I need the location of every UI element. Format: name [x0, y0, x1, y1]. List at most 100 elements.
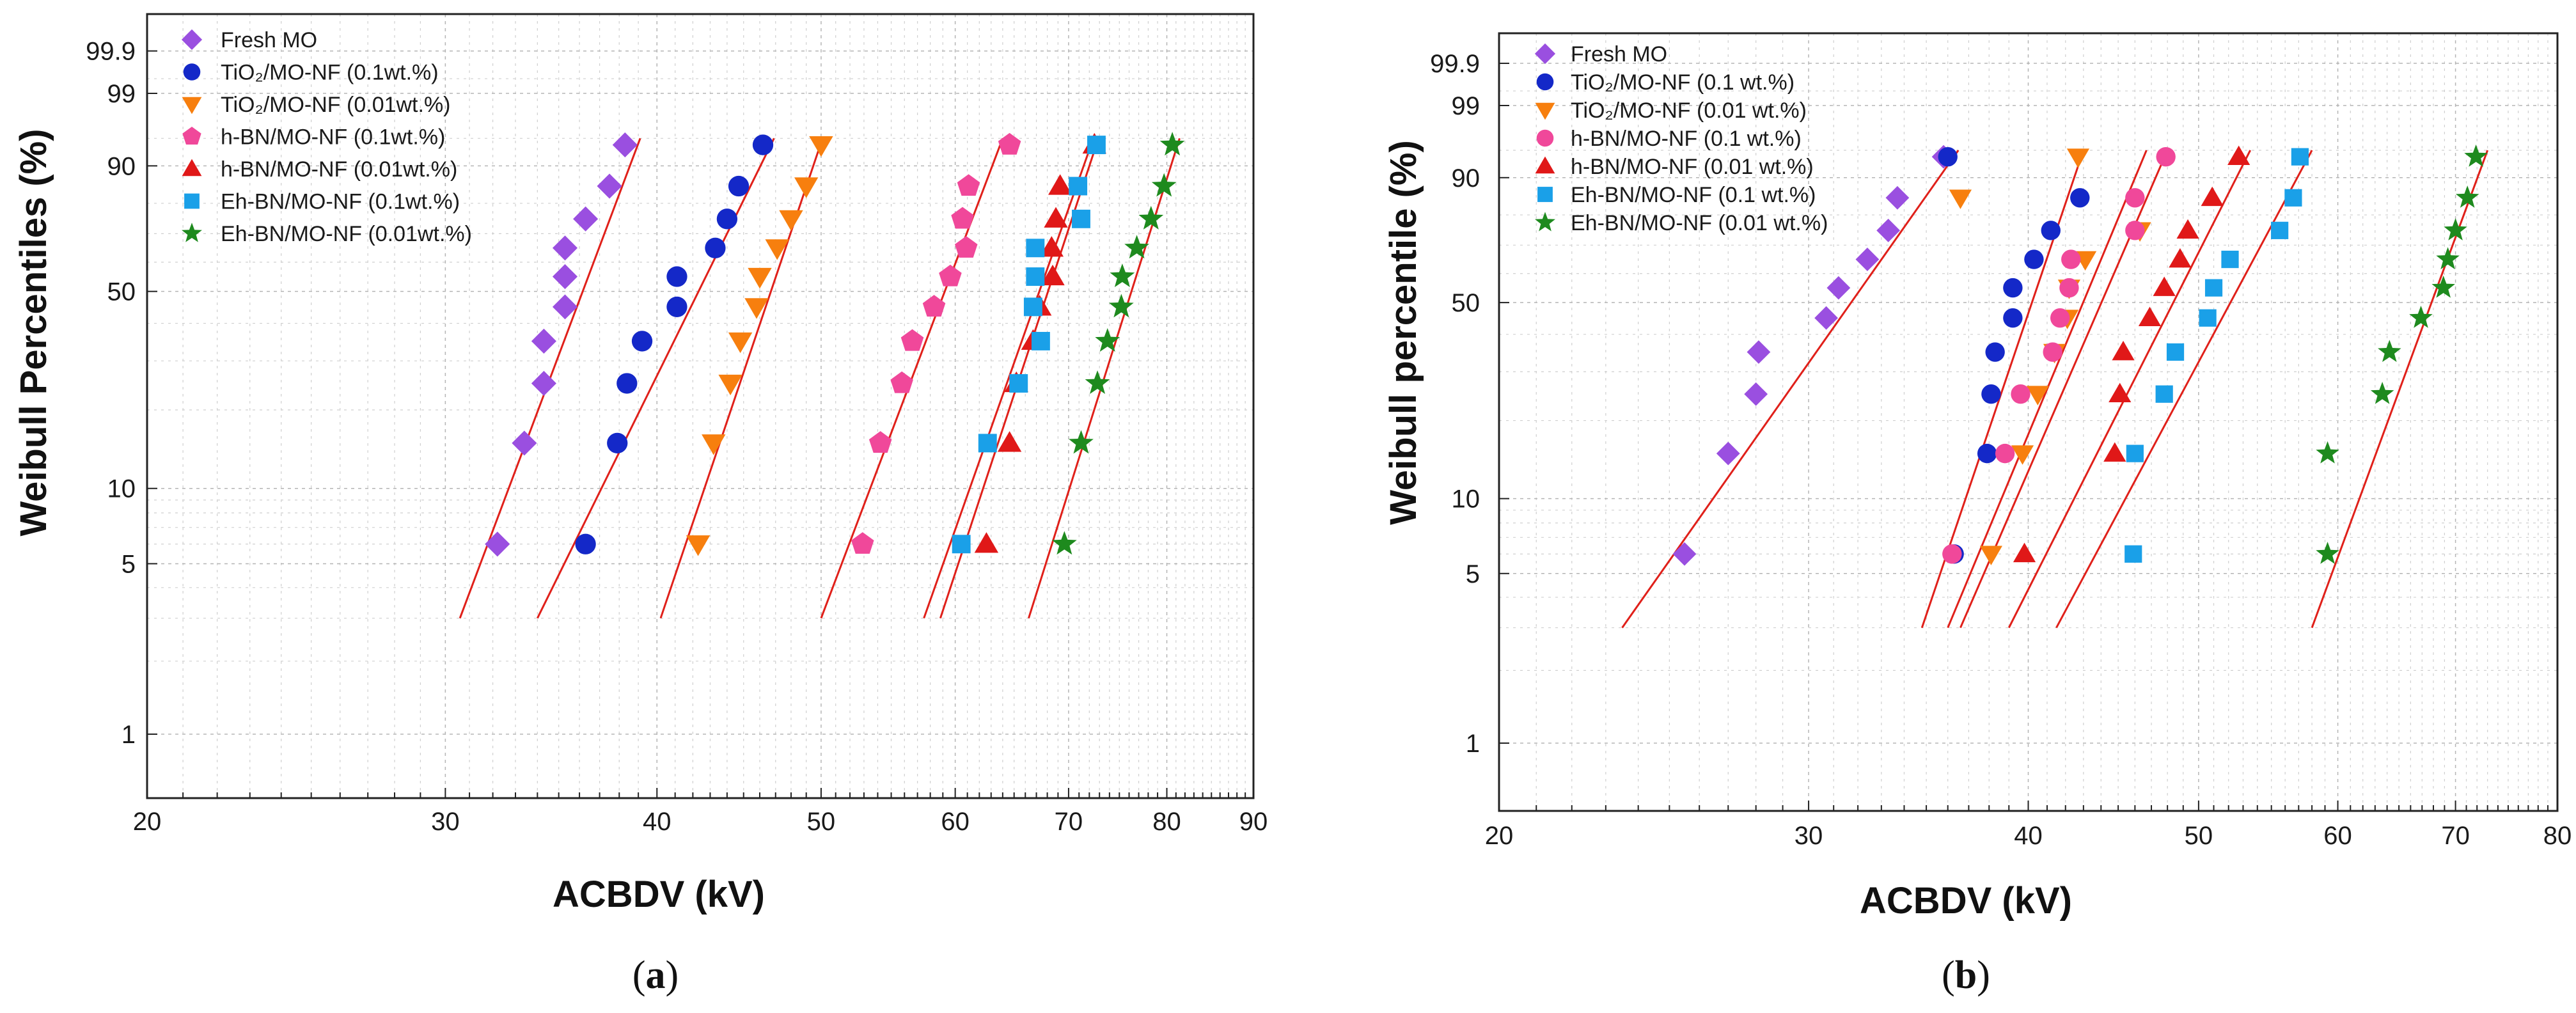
chart-a-fit-line-4 [820, 137, 1004, 619]
chart-a-point [631, 331, 653, 352]
chart-b-point [2271, 221, 2289, 239]
chart-b-point [2061, 249, 2081, 269]
chart-a-point [552, 294, 578, 320]
chart-b-point [2013, 542, 2036, 563]
chart-a-point [939, 264, 962, 287]
chart-a-point [1138, 205, 1164, 230]
chart-a-legend-marker [182, 127, 201, 145]
chart-a-point [954, 236, 978, 258]
chart-b-y-tick-label: 1 [1466, 730, 1480, 758]
chart-b-point [1744, 382, 1768, 406]
chart-a-point [922, 295, 946, 317]
chart-b-y-axis-title: Weibull percentile (%) [1383, 140, 1424, 525]
chart-b-point [2125, 221, 2145, 240]
chart-a-point [890, 371, 913, 393]
chart-b-x-tick-label: 40 [2014, 822, 2043, 850]
chart-a-point [748, 267, 772, 289]
chart-a-point [868, 431, 892, 453]
chart-b-fit-line-6 [2055, 150, 2313, 629]
chart-a-point [1085, 370, 1110, 394]
chart-a-point [716, 208, 738, 230]
chart-a-point [597, 173, 622, 199]
chart-b-point [2155, 385, 2173, 403]
chart-a-point [612, 132, 638, 158]
chart-b-point [2043, 342, 2062, 362]
chart-a-point [575, 533, 596, 554]
chart-b-y-tick-label: 10 [1452, 485, 1480, 514]
chart-a-legend-label: TiO₂/MO-NF (0.01wt.%) [221, 93, 451, 117]
chart-a-point [1124, 235, 1149, 259]
chart-b-point [1977, 443, 1997, 464]
chart-b-point [2221, 250, 2239, 269]
chart-a-point [1023, 297, 1042, 317]
chart-b-point [1938, 146, 1958, 167]
chart-b-legend-label: TiO₂/MO-NF (0.01 wt.%) [1571, 98, 1807, 123]
chart-b-point [2011, 445, 2034, 465]
chart-b-point [1672, 542, 1697, 566]
chart-a-ticks: 20 30 40 50 60 70 80 90 1 5 10 50 90 99 99.9 [86, 38, 1268, 836]
chart-b-point [2103, 442, 2126, 462]
chart-a-legend-marker [184, 193, 200, 209]
chart-a-point [666, 296, 687, 318]
chart-b-y-tick-label: 90 [1452, 164, 1480, 192]
chart-a-point [531, 328, 556, 354]
chart-b-legend-label: Eh-BN/MO-NF (0.1 wt.%) [1571, 183, 1816, 207]
chart-b-point [1716, 441, 1740, 466]
chart-a-y-tick-label: 10 [107, 475, 136, 503]
chart-b-legend: Fresh MO TiO₂/MO-NF (0.1 wt.%) TiO₂/MO-NF … [1534, 42, 1828, 235]
chart-b-point [2227, 145, 2250, 165]
chart-b-point [2156, 146, 2176, 167]
chart-a-legend: Fresh MO TiO₂/MO-NF (0.1wt.%) TiO₂/MO-NF (… [181, 28, 472, 246]
chart-b-fit-line-7 [2311, 150, 2489, 629]
chart-b-legend-label: h-BN/MO-NF (0.01 wt.%) [1571, 155, 1814, 179]
chart-b-point [2169, 247, 2192, 268]
chart-b-legend-label: Fresh MO [1571, 42, 1667, 67]
chart-b-series-6 [2124, 148, 2309, 563]
chart-a-point [1108, 294, 1134, 318]
chart-b-point [2026, 386, 2049, 405]
chart-a-point [552, 235, 578, 261]
chart-a-legend-marker [181, 29, 203, 51]
chart-a-y-tick-label: 5 [122, 550, 136, 578]
chart-b-point [2316, 542, 2339, 564]
chart-b-point [2201, 186, 2224, 207]
chart-a-y-tick-label: 99.9 [86, 38, 136, 66]
chart-a-point [1110, 263, 1135, 288]
chart-b-legend-marker [1535, 102, 1555, 120]
chart-a-legend-label: Eh-BN/MO-NF (0.1wt.%) [221, 190, 460, 214]
chart-a-point [531, 370, 556, 397]
chart-b-point [1747, 340, 1771, 364]
chart-a-point [728, 332, 753, 354]
chart-a-plot-frame [146, 13, 1255, 799]
chart-a-y-tick-label: 50 [107, 278, 136, 306]
chart-b-point [2066, 148, 2090, 168]
chart-a-panel-label: (a) [632, 954, 679, 997]
chart-b-point [2316, 441, 2339, 464]
chart-a-y-tick-label: 99 [107, 80, 136, 108]
chart-a-point [1009, 374, 1028, 393]
chart-a-point [718, 374, 742, 396]
chart-b-legend-marker [1537, 187, 1553, 202]
chart-b-point [2291, 148, 2309, 166]
chart-b-legend-marker [1535, 212, 1555, 232]
chart-a-point [1069, 177, 1088, 196]
chart-a-point [900, 329, 924, 351]
chart-b-point [2011, 384, 2030, 404]
chart-b-fit-line-5 [2007, 150, 2252, 629]
chart-b-point [2455, 185, 2479, 208]
chart-a-point [1095, 328, 1120, 352]
chart-a-point [1026, 267, 1045, 286]
chart-b-point [2431, 275, 2455, 298]
chart-a-gridlines [146, 14, 1254, 798]
chart-a-series-4 [851, 132, 1021, 554]
chart-b-point [2166, 343, 2185, 361]
chart-b-y-tick-label: 99.9 [1430, 50, 1480, 78]
chart-a-point [1051, 531, 1077, 555]
chart-b-point [2003, 278, 2023, 298]
chart-a-legend-marker [183, 63, 201, 81]
chart-b-series-7 [2316, 144, 2488, 564]
chart-a-point [951, 207, 974, 229]
chart-a-x-tick-label: 50 [807, 808, 836, 836]
chart-b-x-tick-label: 60 [2323, 822, 2352, 850]
chart-b-point [1814, 306, 1838, 330]
